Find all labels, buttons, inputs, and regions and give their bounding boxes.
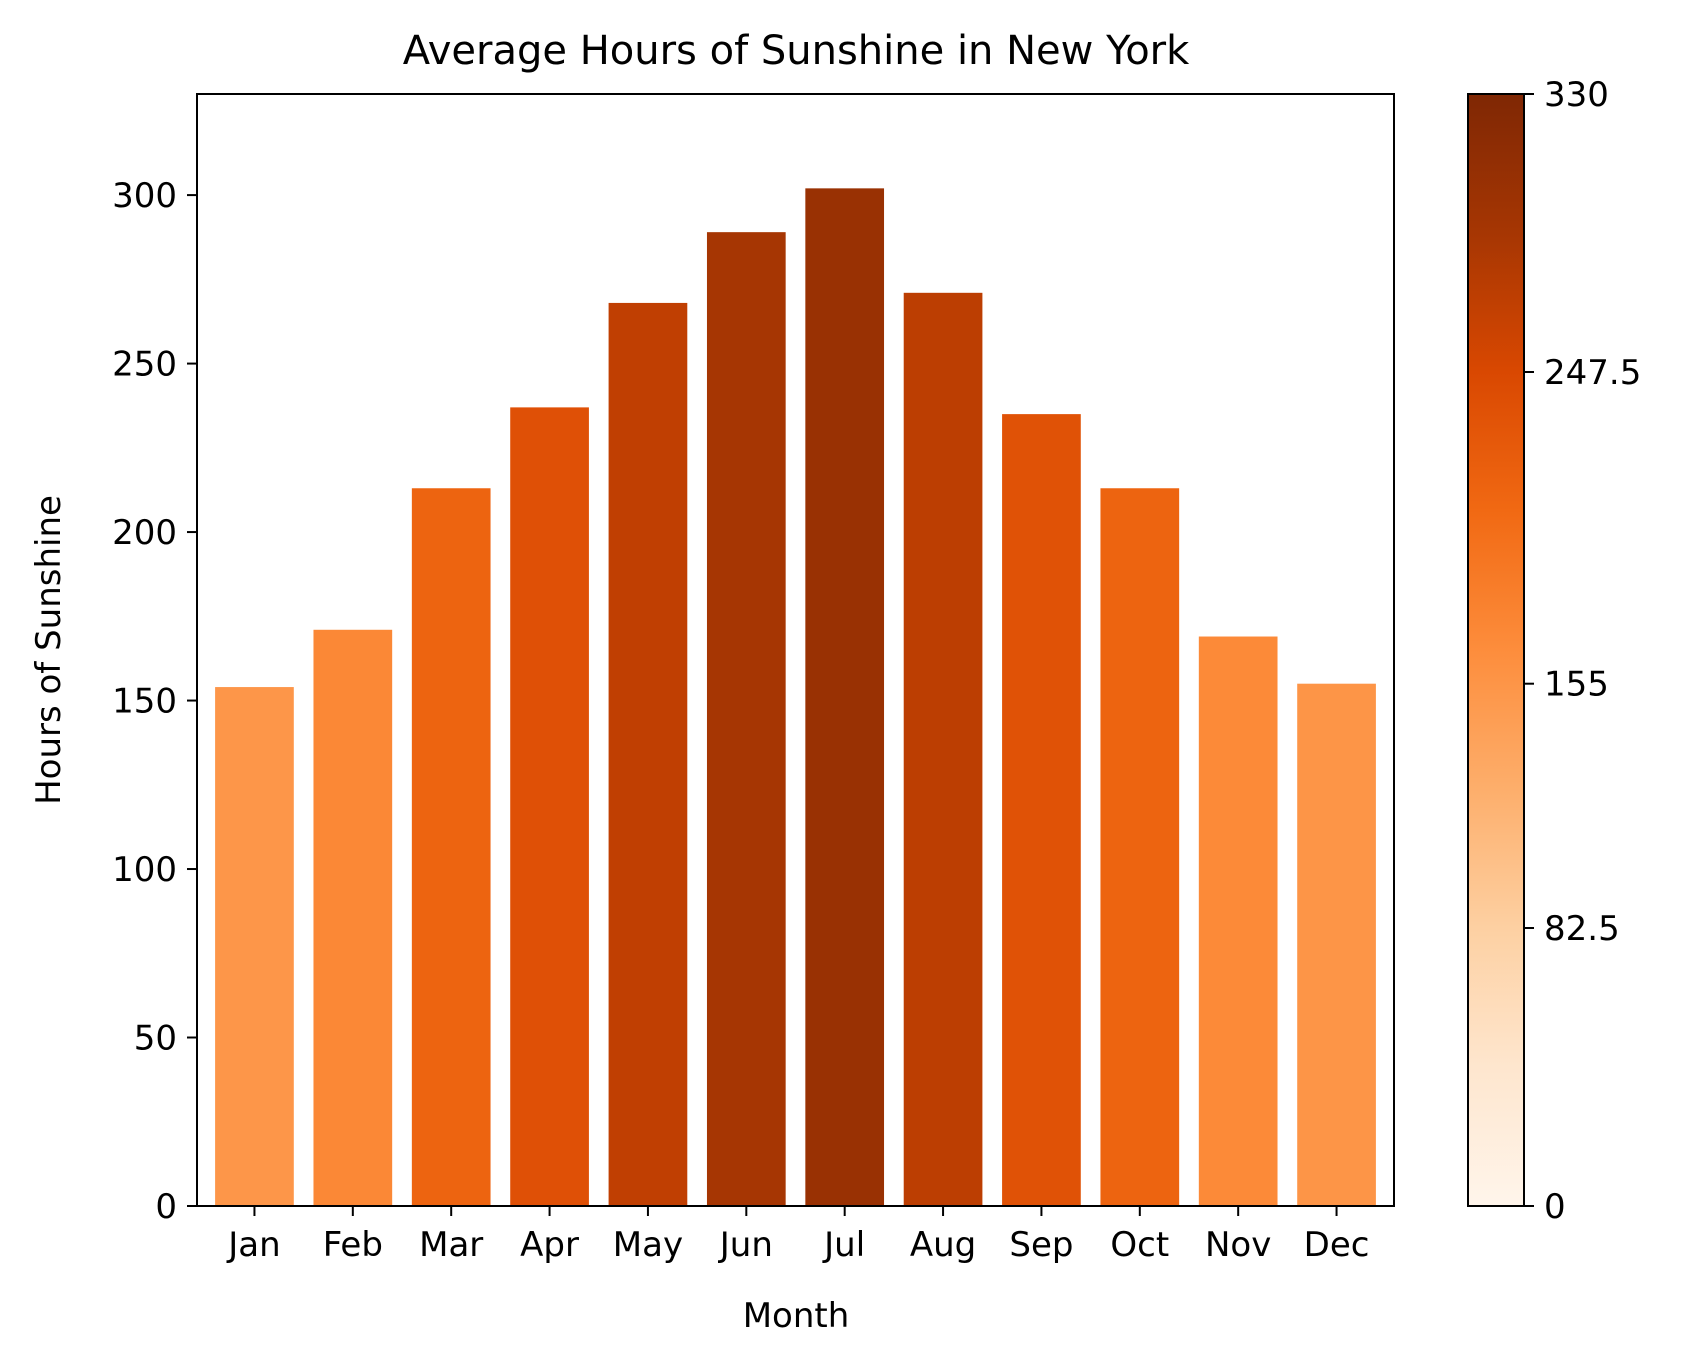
x-axis-label: Month — [743, 1296, 850, 1336]
y-tick-label: 250 — [112, 345, 177, 385]
colorbar-tick-label: 82.5 — [1544, 909, 1620, 949]
bar-dec — [1297, 683, 1376, 1206]
y-tick-label: 150 — [112, 682, 177, 722]
x-axis: Jan Feb Mar Apr May Jun Jul Aug Sep Oct Nov Dec — [226, 1206, 1369, 1265]
chart-title: Average Hours of Sunshine in New York — [403, 28, 1190, 74]
x-tick-label: Feb — [323, 1225, 383, 1265]
colorbar-tick-label: 0 — [1544, 1187, 1566, 1227]
y-tick-label: 0 — [155, 1187, 177, 1227]
bar-mar — [411, 488, 491, 1207]
x-tick-label: Jul — [822, 1225, 865, 1265]
bar-oct — [1100, 488, 1180, 1207]
y-axis-label: Hours of Sunshine — [29, 495, 69, 805]
bar-jun — [706, 232, 786, 1206]
x-tick-label: Oct — [1110, 1225, 1169, 1265]
y-tick-label: 100 — [112, 850, 177, 890]
bar-jan — [215, 687, 294, 1206]
bar-nov — [1198, 636, 1278, 1206]
y-tick-label: 200 — [112, 513, 177, 553]
x-tick-label: Jan — [226, 1225, 280, 1265]
x-tick-label: Dec — [1304, 1225, 1370, 1265]
x-tick-label: Aug — [910, 1225, 976, 1265]
x-tick-label: Jun — [718, 1225, 773, 1265]
colorbar-tick-label: 155 — [1544, 665, 1609, 705]
axes-frame — [196, 93, 1395, 1207]
x-tick-label: Nov — [1205, 1225, 1271, 1265]
y-tick-label: 50 — [134, 1019, 177, 1059]
colorbar-tick-label: 247.5 — [1544, 353, 1641, 393]
bar-jul — [805, 188, 885, 1207]
colorbar-tick-label: 330 — [1544, 75, 1609, 115]
bar-feb — [313, 629, 393, 1206]
bar-apr — [510, 407, 589, 1206]
colorbar-gradient — [1467, 93, 1525, 1207]
plot-area — [215, 188, 1376, 1207]
bar-aug — [903, 292, 983, 1206]
colorbar-ticks: 0 82.5 155 247.5 330 — [1524, 75, 1641, 1227]
x-tick-label: Apr — [520, 1225, 579, 1265]
x-tick-label: Mar — [419, 1225, 483, 1265]
bar-sep — [1002, 414, 1081, 1206]
x-tick-label: Sep — [1009, 1225, 1073, 1265]
x-tick-label: May — [613, 1225, 683, 1265]
y-axis: 0 50 100 150 200 250 300 — [112, 176, 197, 1227]
colorbar: 0 82.5 155 247.5 330 — [1467, 75, 1641, 1227]
y-tick-label: 300 — [112, 176, 177, 216]
bar-may — [608, 302, 688, 1206]
